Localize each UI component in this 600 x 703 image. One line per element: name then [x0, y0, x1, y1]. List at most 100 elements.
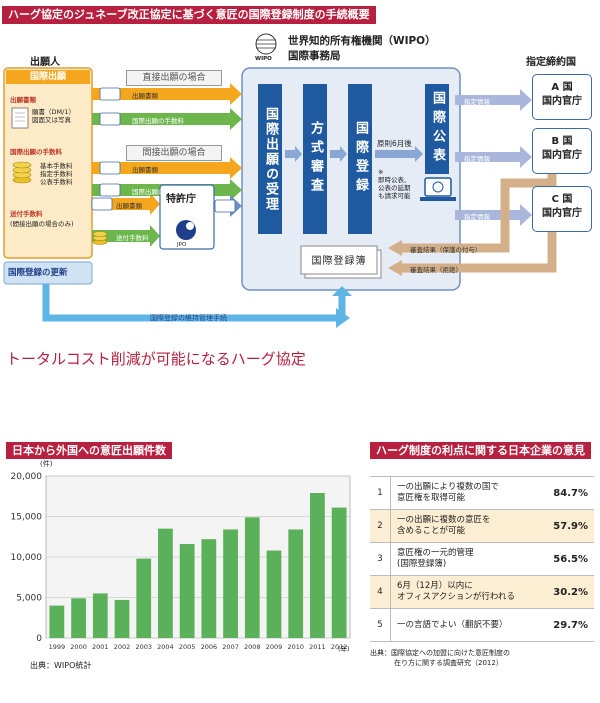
- register-book: [300, 245, 378, 275]
- fees-detail-2: 指定手数料: [40, 170, 73, 178]
- fees-detail-1: 基本手数料: [40, 162, 73, 170]
- fees-detail-3: 公表手数料: [40, 178, 73, 186]
- bar: [266, 550, 282, 638]
- info-arrow-a: [455, 89, 532, 111]
- opinion-pct: 30.2%: [553, 586, 588, 598]
- docs-arrow-label: 出願書類: [132, 92, 158, 100]
- maintenance-arrow: [332, 286, 352, 296]
- opinion-line2: (国際登録簿): [397, 559, 447, 569]
- docs-arrow-direct: [92, 83, 242, 105]
- transfer-arrow-jpo: [92, 225, 160, 247]
- x-tick-label: 2011: [309, 643, 326, 651]
- docs-detail-2: 図面又は写真: [32, 116, 71, 124]
- indirect-route-label: 間接出願の場合: [126, 145, 222, 161]
- docs-arrow3-label: 出願書類: [116, 202, 142, 210]
- country-c-office: 国内官庁: [542, 208, 582, 219]
- opinion-text: 一の出願に複数の意匠を 含めることが可能: [391, 515, 536, 537]
- applicant-heading: 出願人: [30, 57, 60, 68]
- jpo-box: [159, 184, 215, 250]
- opinion-pct: 84.7%: [553, 487, 588, 499]
- opinion-no: 2: [370, 510, 391, 542]
- fees-label: 国際出願の手数料: [10, 148, 62, 156]
- note-1: 即時公表、: [378, 176, 411, 184]
- designated-heading: 指定締約国: [526, 57, 576, 68]
- x-tick-label: 2007: [222, 643, 239, 651]
- opinion-text: 一の出願により複数の国で 意匠権を取得可能: [391, 482, 536, 504]
- chart-yunit: (件): [40, 460, 53, 468]
- country-b: B 国 国内官庁: [532, 128, 592, 174]
- country-b-name: B 国: [551, 136, 573, 147]
- docs-arrow2-label: 出願書類: [132, 166, 158, 174]
- country-b-office: 国内官庁: [542, 150, 582, 161]
- y-tick-label: 15,000: [11, 513, 43, 523]
- opinion-text: 意匠権の一元的管理 (国際登録簿): [391, 548, 536, 570]
- x-tick-label: 2005: [179, 643, 196, 651]
- country-c-name: C 国: [551, 194, 573, 205]
- opinion-line1: 6月（12月）以内に: [397, 581, 473, 591]
- opinion-no: 4: [370, 576, 391, 608]
- result-refuse-label: 審査結果（拒絶）: [410, 266, 462, 274]
- opinion-line1: 一の出願により複数の国で: [397, 482, 499, 492]
- bar-chart: 0 5,000 10,000 15,000 20,000 1999 2000 2001 2002…: [11, 472, 351, 651]
- jpo-logo: [176, 220, 196, 240]
- chart-title: 日本から外国への意匠出願件数: [6, 442, 172, 459]
- register-book-label: 国際登録簿: [311, 256, 367, 267]
- chart-xunit: (年): [338, 645, 350, 653]
- docs-arrow-indirect: [92, 157, 242, 179]
- opinion-row: 1 一の出願により複数の国で 意匠権を取得可能 84.7%: [370, 476, 594, 509]
- result-grant-arrow: [388, 240, 402, 256]
- opinion-line1: 一の出願に複数の意匠を: [397, 515, 491, 525]
- x-tick-label: 2006: [201, 643, 218, 651]
- opinion-line2: 含めることが可能: [397, 526, 466, 536]
- hand-fee-icon: [99, 112, 121, 126]
- result-refuse-arrow: [388, 260, 402, 276]
- opinions-title: ハーグ制度の利点に関する日本企業の意見: [370, 442, 591, 459]
- note-2: 公表の延期: [378, 184, 411, 192]
- docs-detail-1: 願書（DM/1）: [32, 108, 75, 116]
- wipo-name-2: 国際事務局: [288, 50, 341, 62]
- opinion-pct: 29.7%: [553, 619, 588, 631]
- result-grant-label: 審査結果（保護の付与）: [410, 246, 482, 254]
- country-a-name: A 国: [551, 82, 573, 93]
- info-arrow-c: [455, 204, 532, 226]
- step-register: 国際登録: [348, 84, 372, 234]
- country-a: A 国 国内官庁: [532, 74, 592, 120]
- opinions-source-1: 出典：国際協定への加盟に向けた意匠制度の: [370, 649, 510, 657]
- bar: [49, 605, 65, 638]
- y-tick-label: 5,000: [16, 594, 42, 604]
- x-tick-label: 2008: [244, 643, 261, 651]
- note-3: も請求可能: [378, 192, 411, 200]
- opinion-pct: 57.9%: [553, 520, 588, 532]
- diagram-title: ハーグ協定のジュネーブ改正協定に基づく意匠の国際登録制度の手続概要: [2, 6, 376, 24]
- bar: [92, 593, 108, 638]
- fees-arrow2-label: 国際出願の手数料: [132, 188, 184, 196]
- bar: [179, 544, 195, 638]
- x-tick-label: 2003: [135, 643, 152, 651]
- globe-icon: [432, 181, 444, 193]
- bar: [223, 529, 238, 638]
- docs-label: 出願書類: [10, 96, 36, 104]
- x-tick-label: 2012: [331, 643, 348, 651]
- opinion-no: 5: [370, 609, 391, 641]
- step-publish: 国際公表: [425, 84, 449, 174]
- x-tick-label: 2004: [157, 643, 174, 651]
- x-tick-label: 1999: [49, 643, 66, 651]
- hand-doc-icon: [99, 87, 121, 101]
- slogan: トータルコスト削減が可能になるハーグ協定: [6, 350, 306, 368]
- wipo-logo-text: WIPO: [255, 56, 272, 62]
- bar: [288, 529, 304, 638]
- y-tick-label: 0: [36, 634, 42, 644]
- opinion-no: 3: [370, 543, 391, 575]
- country-c: C 国 国内官庁: [532, 186, 592, 232]
- wipo-logo-icon: [255, 33, 277, 55]
- opinion-row: 2 一の出願に複数の意匠を 含めることが可能 57.9%: [370, 509, 594, 542]
- bar: [136, 558, 152, 638]
- x-tick-label: 2010: [287, 643, 304, 651]
- coin-stack-small-icon: [92, 231, 108, 245]
- applicant-box-title: 国際出願: [6, 70, 90, 84]
- opinion-no: 1: [370, 477, 391, 509]
- jpo-name: 特許庁: [166, 194, 196, 205]
- chart-source: 出典：WIPO統計: [30, 661, 92, 670]
- opinion-row: 3 意匠権の一元的管理 (国際登録簿) 56.5%: [370, 542, 594, 575]
- maintenance-label: 国際登録の維持管理手続: [150, 314, 227, 322]
